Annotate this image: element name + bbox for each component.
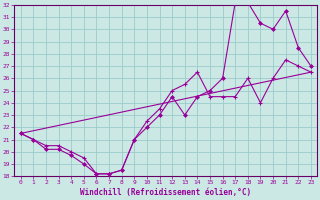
X-axis label: Windchill (Refroidissement éolien,°C): Windchill (Refroidissement éolien,°C) bbox=[80, 188, 252, 197]
